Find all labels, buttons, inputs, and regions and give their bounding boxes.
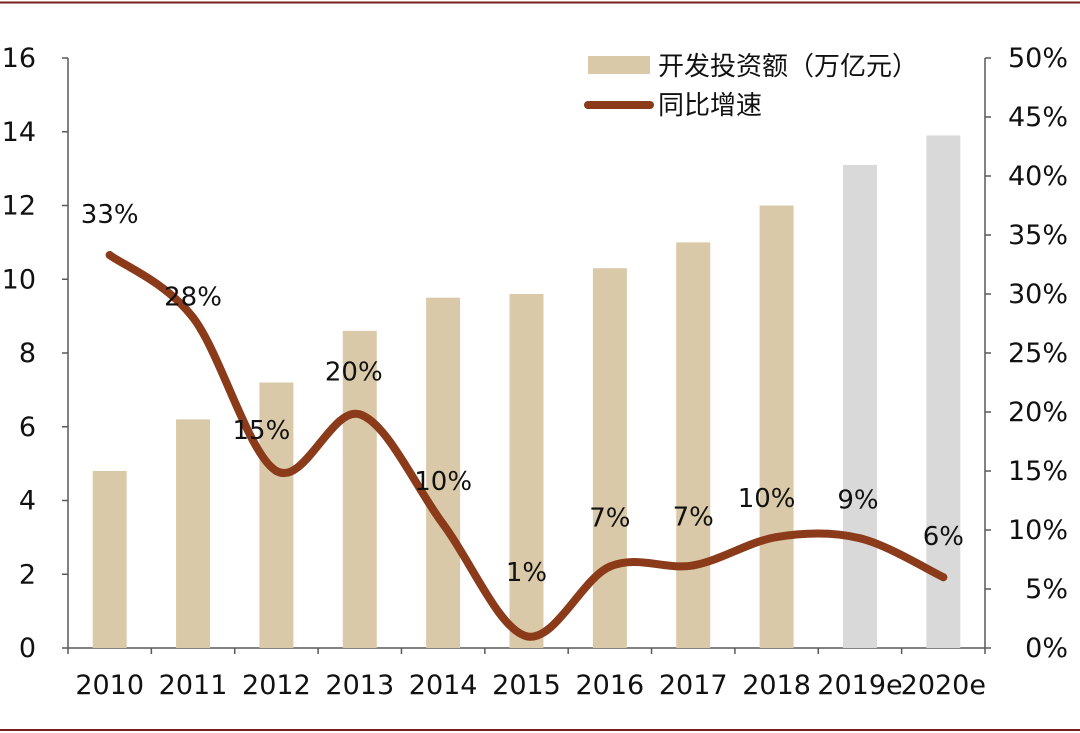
growth-label-2016: 7% [589, 504, 630, 534]
right-tick-label: 40% [1008, 161, 1068, 192]
growth-point-2013 [355, 410, 364, 419]
growth-point-2018 [772, 533, 781, 542]
x-tick-label: 2017 [659, 670, 728, 701]
legend-swatch-bar [588, 56, 650, 74]
growth-label-2011: 28% [164, 283, 222, 313]
bar-2012 [259, 382, 294, 648]
bar-2011 [176, 419, 211, 648]
growth-point-2020e [939, 573, 948, 582]
x-tick-label: 2015 [492, 670, 561, 701]
right-tick-label: 5% [1025, 574, 1068, 605]
legend-label-growth: 同比增速 [658, 91, 762, 121]
right-tick-label: 0% [1025, 633, 1068, 664]
x-tick-label: 2018 [742, 670, 811, 701]
right-tick-label: 15% [1008, 456, 1068, 487]
growth-label-2020e: 6% [923, 522, 964, 552]
bar-2010 [92, 471, 127, 648]
growth-label-2019e: 9% [837, 485, 878, 515]
left-tick-label: 10 [2, 264, 36, 295]
x-tick-label: 2014 [409, 670, 478, 701]
growth-label-2018: 10% [738, 484, 796, 514]
left-tick-label: 0 [19, 633, 36, 664]
x-tick-label: 2020e [901, 670, 986, 701]
bar-2020e [926, 135, 961, 648]
x-tick-label: 2016 [576, 670, 645, 701]
right-tick-label: 45% [1008, 102, 1068, 133]
right-tick-label: 50% [1008, 43, 1068, 74]
growth-point-2014 [439, 520, 448, 529]
bar-2018 [759, 205, 794, 648]
growth-point-2011 [189, 313, 198, 322]
left-tick-label: 14 [2, 117, 36, 148]
bar-2014 [426, 297, 461, 648]
right-tick-label: 20% [1008, 397, 1068, 428]
growth-point-2016 [605, 562, 614, 571]
x-tick-label: 2010 [75, 670, 144, 701]
bar-2017 [676, 242, 711, 648]
growth-point-2010 [105, 251, 114, 260]
left-tick-label: 4 [19, 486, 36, 517]
bar-2015 [509, 294, 544, 648]
right-tick-label: 30% [1008, 279, 1068, 310]
right-tick-label: 10% [1008, 515, 1068, 546]
growth-point-2015 [522, 632, 531, 641]
growth-label-2014: 10% [414, 467, 472, 497]
left-tick-label: 8 [19, 338, 36, 369]
growth-label-2012: 15% [233, 416, 291, 446]
growth-point-2017 [689, 561, 698, 570]
bar-2019e [842, 164, 877, 648]
growth-point-2019e [855, 534, 864, 543]
left-tick-label: 12 [2, 191, 36, 222]
growth-label-2015: 1% [506, 558, 547, 588]
x-tick-label: 2011 [159, 670, 228, 701]
growth-label-2017: 7% [673, 502, 714, 532]
legend-label-investment: 开发投资额（万亿元） [658, 52, 918, 82]
bar-2013 [342, 330, 377, 648]
x-tick-label: 2012 [242, 670, 311, 701]
left-tick-label: 2 [19, 559, 36, 590]
x-tick-label: 2013 [325, 670, 394, 701]
growth-label-2010: 33% [81, 200, 139, 230]
growth-label-2013: 20% [325, 357, 383, 387]
right-tick-label: 25% [1008, 338, 1068, 369]
left-tick-label: 6 [19, 412, 36, 443]
x-tick-label: 2019e [817, 670, 902, 701]
right-tick-label: 35% [1008, 220, 1068, 251]
growth-point-2012 [272, 467, 281, 475]
left-tick-label: 16 [2, 43, 36, 74]
bar-2016 [592, 268, 627, 648]
